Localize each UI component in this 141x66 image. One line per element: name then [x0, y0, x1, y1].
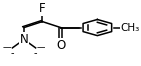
- Text: CH₃: CH₃: [120, 23, 139, 33]
- Text: —: —: [37, 43, 45, 52]
- Text: -: -: [11, 48, 14, 58]
- Text: O: O: [56, 39, 65, 52]
- Text: N: N: [20, 33, 28, 46]
- Text: F: F: [39, 2, 46, 15]
- Text: -: -: [34, 48, 37, 58]
- Text: —: —: [3, 43, 11, 52]
